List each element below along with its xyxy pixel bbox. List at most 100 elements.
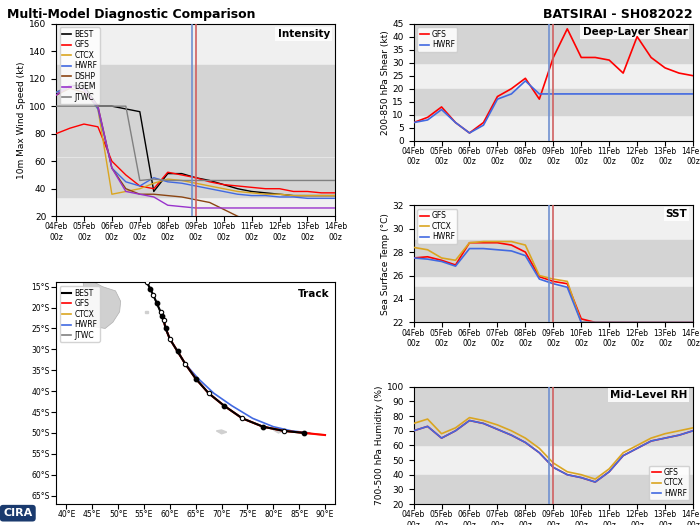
Y-axis label: 700-500 hPa Humidity (%): 700-500 hPa Humidity (%) <box>375 386 384 505</box>
GFS <box>438 435 446 441</box>
HWRF <box>508 432 516 438</box>
HWRF <box>452 428 460 434</box>
GFS <box>689 72 697 79</box>
HWRF <box>424 117 432 123</box>
HWRF <box>675 432 683 438</box>
GFS <box>661 65 669 71</box>
CTCX <box>438 430 446 437</box>
GFS <box>535 96 543 102</box>
GFS <box>633 319 641 326</box>
HWRF <box>647 319 655 326</box>
Bar <box>414 387 693 445</box>
Text: Mid-Level RH: Mid-Level RH <box>610 391 687 401</box>
GFS <box>633 445 641 452</box>
GFS <box>549 54 557 60</box>
Line: CTCX: CTCX <box>414 242 693 322</box>
GFS <box>508 242 516 248</box>
Point <box>218 402 230 410</box>
GFS <box>577 475 585 481</box>
Y-axis label: 200-850 hPa Shear (kt): 200-850 hPa Shear (kt) <box>381 30 390 134</box>
CTCX <box>675 319 683 326</box>
HWRF <box>410 255 418 261</box>
CTCX <box>452 257 460 264</box>
GFS <box>466 417 474 424</box>
GFS <box>549 464 557 470</box>
Text: SST: SST <box>666 209 687 219</box>
HWRF <box>508 248 516 254</box>
HWRF <box>466 417 474 424</box>
Point <box>164 335 176 343</box>
HWRF <box>605 469 613 475</box>
GFS <box>522 75 530 81</box>
CTCX <box>410 244 418 250</box>
CTCX <box>689 319 697 326</box>
CTCX <box>480 238 488 245</box>
GFS <box>605 57 613 63</box>
Point <box>172 347 183 355</box>
GFS <box>647 438 655 444</box>
CTCX <box>605 319 613 326</box>
HWRF <box>466 130 474 136</box>
Point <box>158 316 169 324</box>
HWRF <box>661 91 669 97</box>
GFS <box>591 479 599 485</box>
Bar <box>414 89 693 115</box>
CTCX <box>689 425 697 431</box>
HWRF <box>577 319 585 326</box>
HWRF <box>633 445 641 452</box>
GFS <box>522 249 530 255</box>
Legend: BEST, GFS, CTCX, HWRF, DSHP, LGEM, JTWC: BEST, GFS, CTCX, HWRF, DSHP, LGEM, JTWC <box>60 27 99 104</box>
GFS <box>647 319 655 326</box>
HWRF <box>424 423 432 429</box>
GFS <box>466 130 474 136</box>
HWRF <box>647 438 655 444</box>
CTCX <box>619 319 627 326</box>
HWRF <box>438 258 446 265</box>
HWRF <box>424 256 432 262</box>
GFS <box>675 319 683 326</box>
Line: HWRF: HWRF <box>414 421 693 482</box>
HWRF <box>577 475 585 481</box>
HWRF <box>563 471 571 478</box>
GFS <box>577 54 585 60</box>
HWRF <box>605 319 613 326</box>
HWRF <box>619 453 627 459</box>
CTCX <box>661 430 669 437</box>
GFS <box>647 54 655 60</box>
CTCX <box>633 442 641 448</box>
HWRF <box>591 319 599 326</box>
GFS <box>410 428 418 434</box>
CTCX <box>563 469 571 475</box>
Legend: GFS, CTCX, HWRF: GFS, CTCX, HWRF <box>417 209 457 244</box>
CTCX <box>675 428 683 434</box>
HWRF <box>605 91 613 97</box>
Point <box>155 308 166 316</box>
GFS <box>452 262 460 268</box>
GFS <box>494 426 502 433</box>
CTCX <box>466 414 474 421</box>
HWRF <box>466 245 474 251</box>
CTCX <box>452 425 460 431</box>
Point <box>151 299 162 308</box>
HWRF <box>410 428 418 434</box>
CTCX <box>508 238 516 245</box>
CTCX <box>563 278 571 285</box>
GFS <box>410 119 418 125</box>
Line: CTCX: CTCX <box>414 417 693 479</box>
HWRF <box>410 119 418 125</box>
Point <box>148 291 159 299</box>
CTCX <box>522 435 530 441</box>
Legend: BEST, GFS, CTCX, HWRF, JTWC: BEST, GFS, CTCX, HWRF, JTWC <box>60 286 99 342</box>
CTCX <box>549 276 557 282</box>
HWRF <box>549 464 557 470</box>
CTCX <box>647 435 655 441</box>
Text: Deep-Layer Shear: Deep-Layer Shear <box>582 27 687 37</box>
GFS <box>424 254 432 260</box>
GFS <box>535 449 543 456</box>
Legend: GFS, CTCX, HWRF: GFS, CTCX, HWRF <box>650 466 690 500</box>
Point <box>203 389 214 397</box>
GFS <box>563 471 571 478</box>
GFS <box>591 54 599 60</box>
GFS <box>508 86 516 92</box>
GFS <box>480 239 488 246</box>
